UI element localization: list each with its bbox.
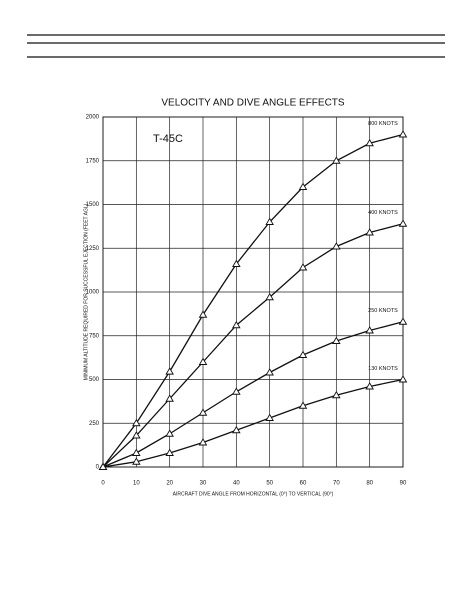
x-tick-label: 0: [101, 481, 105, 487]
marker: [365, 138, 374, 147]
x-tick-label: 60: [300, 481, 307, 487]
x-tick-label: 30: [200, 481, 207, 487]
y-tick-label: 250: [89, 421, 100, 427]
y-tick-label: 750: [89, 333, 100, 339]
y-tick-label: 1500: [86, 202, 100, 208]
y-tick-label: 0: [96, 465, 100, 471]
y-tick-label: 500: [89, 377, 100, 383]
y-tick-label: 1000: [86, 290, 100, 296]
x-tick-label: 70: [333, 481, 340, 487]
marker: [398, 130, 408, 138]
marker: [332, 336, 341, 344]
marker: [298, 263, 308, 271]
marker: [398, 375, 408, 383]
marker: [165, 429, 174, 437]
y-tick-label: 1250: [86, 246, 100, 252]
marker: [232, 425, 241, 434]
marker: [198, 438, 208, 446]
y-tick-label: 1750: [86, 158, 100, 164]
marker: [165, 448, 174, 456]
annotation: T-45C: [153, 133, 183, 145]
x-tick-label: 80: [366, 481, 373, 487]
chart-title: VELOCITY AND DIVE ANGLE EFFECTS: [161, 98, 345, 109]
marker: [365, 382, 374, 390]
x-tick-label: 50: [266, 481, 273, 487]
x-axis-label: AIRCRAFT DIVE ANGLE FROM HORIZONTAL (0°)…: [173, 491, 334, 497]
marker: [265, 368, 274, 376]
marker: [332, 242, 341, 250]
series-line: [102, 133, 404, 468]
marker: [165, 394, 174, 402]
marker: [98, 462, 108, 470]
marker: [165, 367, 174, 375]
marker: [265, 292, 274, 301]
marker: [232, 387, 241, 395]
marker: [298, 350, 308, 358]
x-tick-label: 40: [233, 481, 240, 487]
marker: [265, 217, 274, 225]
marker: [132, 448, 141, 456]
series-line: [102, 223, 404, 468]
marker: [298, 182, 308, 190]
x-tick-label: 20: [166, 481, 173, 487]
marker: [365, 326, 374, 334]
series-label: 130 KNOTS: [368, 366, 398, 372]
series-label: 250 KNOTS: [368, 308, 398, 314]
x-tick-label: 10: [133, 481, 140, 487]
series-line: [102, 321, 404, 468]
series-label: 800 KNOTS: [368, 121, 398, 127]
marker: [198, 408, 208, 416]
series-label: 400 KNOTS: [368, 210, 398, 216]
marker: [232, 320, 241, 329]
marker: [232, 259, 241, 267]
marker: [398, 317, 408, 325]
marker: [132, 431, 141, 439]
marker: [198, 310, 208, 318]
marker: [332, 390, 341, 399]
marker: [132, 418, 141, 427]
x-tick-label: 90: [400, 481, 407, 487]
marker: [298, 401, 308, 409]
marker: [132, 457, 141, 465]
marker: [365, 228, 374, 236]
marker: [198, 357, 208, 365]
marker: [398, 219, 408, 227]
series-line: [102, 378, 404, 468]
y-axis-label: MINIMUM ALTITUDE REQUIRED FOR SUCCESSFUL…: [83, 203, 89, 380]
y-tick-label: 2000: [86, 115, 100, 121]
marker: [265, 413, 274, 421]
marker: [332, 156, 341, 164]
